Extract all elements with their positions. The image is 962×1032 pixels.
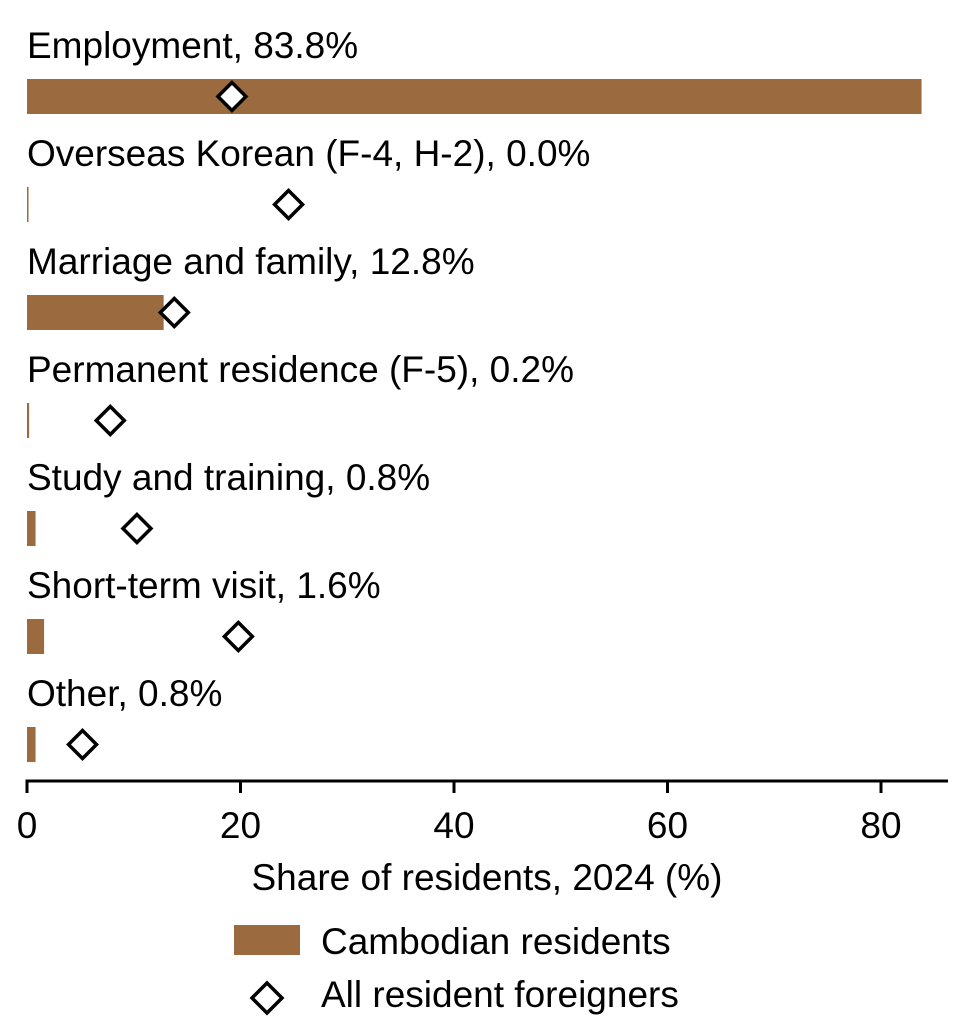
category-label: Study and training, 0.8% bbox=[27, 457, 430, 498]
chart-row: Permanent residence (F-5), 0.2% bbox=[27, 349, 574, 438]
x-axis-ticks: 0 20 40 60 80 bbox=[17, 781, 902, 846]
marker-all-resident-foreigners bbox=[215, 80, 249, 113]
x-axis: 0 20 40 60 80 bbox=[17, 779, 948, 846]
chart-row: Study and training, 0.8% bbox=[27, 457, 430, 546]
legend-diamond-icon bbox=[249, 980, 285, 1016]
category-label: Other, 0.8% bbox=[27, 673, 222, 714]
category-label: Marriage and family, 12.8% bbox=[27, 241, 475, 282]
x-tick-label: 40 bbox=[433, 805, 474, 846]
chart-row: Employment, 83.8% bbox=[27, 25, 922, 114]
legend-label-all-foreigners: All resident foreigners bbox=[321, 974, 679, 1015]
bar-cambodian-residents bbox=[27, 619, 45, 654]
x-tick-label: 80 bbox=[860, 805, 901, 846]
legend: Cambodian residents All resident foreign… bbox=[234, 921, 679, 1016]
x-axis-label: Share of residents, 2024 (%) bbox=[252, 857, 723, 898]
chart-row: Overseas Korean (F-4, H-2), 0.0% bbox=[27, 133, 590, 222]
chart-row: Short-term visit, 1.6% bbox=[27, 565, 381, 654]
legend-swatch-bar bbox=[234, 925, 300, 955]
marker-all-resident-foreigners bbox=[272, 188, 306, 221]
legend-label-cambodian: Cambodian residents bbox=[321, 921, 671, 962]
chart-row: Other, 0.8% bbox=[27, 673, 222, 762]
category-label: Permanent residence (F-5), 0.2% bbox=[27, 349, 574, 390]
marker-all-resident-foreigners bbox=[66, 728, 99, 761]
category-label: Employment, 83.8% bbox=[27, 25, 358, 66]
marker-all-resident-foreigners bbox=[157, 296, 191, 329]
bar-cambodian-residents bbox=[27, 79, 922, 114]
marker-all-resident-foreigners bbox=[93, 404, 127, 437]
bar-cambodian-residents bbox=[27, 187, 29, 222]
x-tick-label: 0 bbox=[17, 805, 38, 846]
marker-all-resident-foreigners bbox=[120, 512, 154, 545]
bar-cambodian-residents bbox=[27, 295, 164, 330]
bar-cambodian-residents bbox=[27, 403, 30, 438]
category-label: Overseas Korean (F-4, H-2), 0.0% bbox=[27, 133, 590, 174]
chart-rows: Employment, 83.8% Overseas Korean (F-4, H… bbox=[27, 25, 922, 762]
bar-cambodian-residents bbox=[27, 511, 36, 546]
chart-row: Marriage and family, 12.8% bbox=[27, 241, 475, 330]
marker-all-resident-foreigners bbox=[221, 620, 255, 653]
category-label: Short-term visit, 1.6% bbox=[27, 565, 381, 606]
bar-cambodian-residents bbox=[27, 727, 36, 762]
x-tick-label: 20 bbox=[220, 805, 261, 846]
x-tick-label: 60 bbox=[647, 805, 688, 846]
